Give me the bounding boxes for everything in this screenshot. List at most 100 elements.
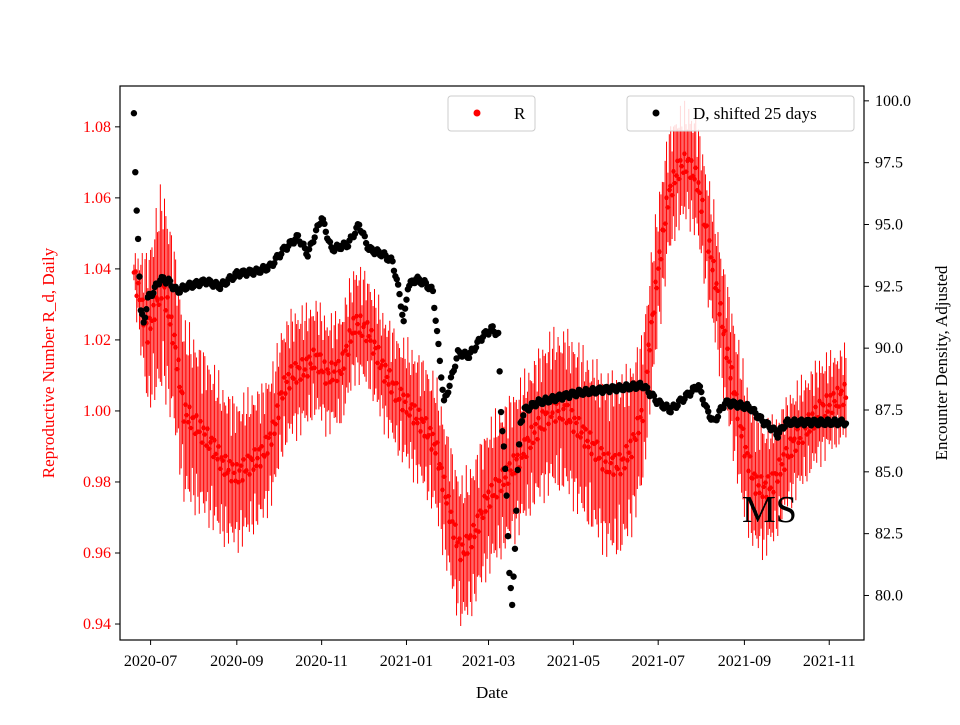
legend-r-marker	[473, 109, 481, 117]
d-point	[432, 317, 439, 324]
y-right-tick-label: 85.0	[875, 464, 903, 481]
d-point	[393, 275, 400, 283]
d-point	[399, 311, 406, 318]
d-point	[326, 238, 334, 246]
legend-d: D, shifted 25 days	[626, 95, 855, 132]
d-point	[436, 357, 444, 365]
d-point	[500, 443, 508, 450]
plot-frame	[119, 85, 865, 641]
d-point	[305, 246, 313, 253]
d-point	[396, 290, 403, 298]
d-point	[520, 412, 527, 419]
d-point	[390, 267, 398, 274]
d-point	[507, 584, 514, 592]
x-tick-label: 2020-09	[210, 653, 263, 670]
d-point	[495, 329, 502, 337]
d-point	[514, 466, 521, 474]
y-right-tick-label: 80.0	[875, 587, 903, 604]
legend-d-marker	[652, 109, 660, 117]
d-point	[150, 289, 157, 297]
y-right-tick-label: 92.5	[875, 278, 903, 295]
d-point	[311, 234, 318, 241]
legend-d-frame	[626, 95, 855, 132]
d-point	[842, 420, 850, 427]
d-point	[435, 340, 442, 348]
d-point	[504, 532, 512, 540]
d-point	[643, 384, 651, 391]
d-point	[781, 423, 788, 431]
d-point	[322, 228, 330, 236]
d-point	[508, 601, 516, 609]
x-tick-label: 2021-11	[803, 653, 856, 670]
d-point	[133, 207, 140, 214]
d-point	[698, 388, 705, 396]
x-tick-label: 2021-01	[380, 653, 433, 670]
d-point	[518, 417, 526, 425]
d-point	[465, 354, 473, 362]
d-point	[136, 273, 143, 280]
y-left-tick-label: 0.94	[83, 616, 111, 633]
d-point	[403, 296, 410, 303]
d-point	[394, 281, 402, 288]
d-point	[502, 465, 509, 473]
x-tick-label: 2020-07	[124, 653, 177, 670]
d-point	[271, 259, 278, 267]
d-point	[134, 235, 142, 243]
d-point	[321, 220, 328, 228]
d-point	[141, 314, 149, 321]
x-tick-label: 2021-05	[547, 653, 600, 670]
d-point	[130, 110, 138, 117]
ms-annotation: MS	[742, 489, 797, 531]
d-point	[696, 383, 704, 390]
d-point	[489, 323, 496, 330]
d-point	[506, 569, 513, 577]
y-right-tick-label: 95.0	[875, 217, 903, 234]
y-right-tick-label: 82.5	[875, 526, 903, 543]
y-left-tick-label: 0.98	[83, 474, 111, 491]
y-left-tick-label: 1.08	[83, 119, 111, 136]
d-point	[429, 287, 437, 295]
r-series-layer	[131, 100, 849, 626]
x-tick-label: 2020-11	[295, 653, 348, 670]
d-point	[304, 253, 311, 260]
d-point	[166, 277, 174, 285]
d-point	[515, 441, 523, 448]
y-axis-right-label: Encounter Density, Adjusted	[932, 265, 951, 460]
d-point	[140, 319, 147, 326]
y-axis-left: 0.94 0.96 0.98 1.00 1.02 1.04 1.06 1.08	[83, 119, 120, 633]
d-point	[503, 492, 510, 499]
d-point	[400, 317, 407, 325]
y-left-tick-label: 1.02	[83, 332, 111, 349]
y-axis-left-label: Reproductive Number R_d, Daily	[39, 247, 58, 478]
x-tick-label: 2021-03	[462, 653, 515, 670]
x-axis: 2020-07 2020-09 2020-11 2021-01 2021-03 2021-…	[124, 640, 856, 670]
d-point	[278, 250, 285, 258]
d-point	[431, 304, 438, 312]
y-axis-right: 80.0 82.5 85.0 87.5 90.0 92.5 95.0 97.5 100.0	[864, 93, 911, 604]
d-point	[438, 374, 445, 381]
d-point	[650, 392, 658, 400]
legend-r-frame	[447, 95, 536, 132]
legend-d-label: D, shifted 25 days	[693, 104, 817, 123]
d-point	[472, 344, 480, 351]
x-tick-label: 2021-09	[718, 653, 771, 670]
d-point	[143, 306, 150, 313]
d-series-layer	[130, 110, 850, 609]
y-right-tick-label: 100.0	[875, 93, 911, 110]
d-point	[499, 427, 506, 435]
y-right-tick-label: 97.5	[875, 155, 903, 172]
d-point	[511, 545, 519, 552]
y-right-tick-label: 87.5	[875, 402, 903, 419]
y-left-tick-label: 0.96	[83, 545, 111, 562]
d-point	[355, 221, 363, 229]
d-point	[344, 243, 352, 250]
d-point	[362, 239, 370, 247]
d-point	[510, 573, 517, 580]
d-point	[446, 382, 453, 390]
d-point	[433, 327, 441, 335]
d-point	[439, 386, 446, 393]
d-point	[496, 368, 503, 375]
d-point	[132, 168, 139, 176]
d-point	[513, 507, 520, 514]
